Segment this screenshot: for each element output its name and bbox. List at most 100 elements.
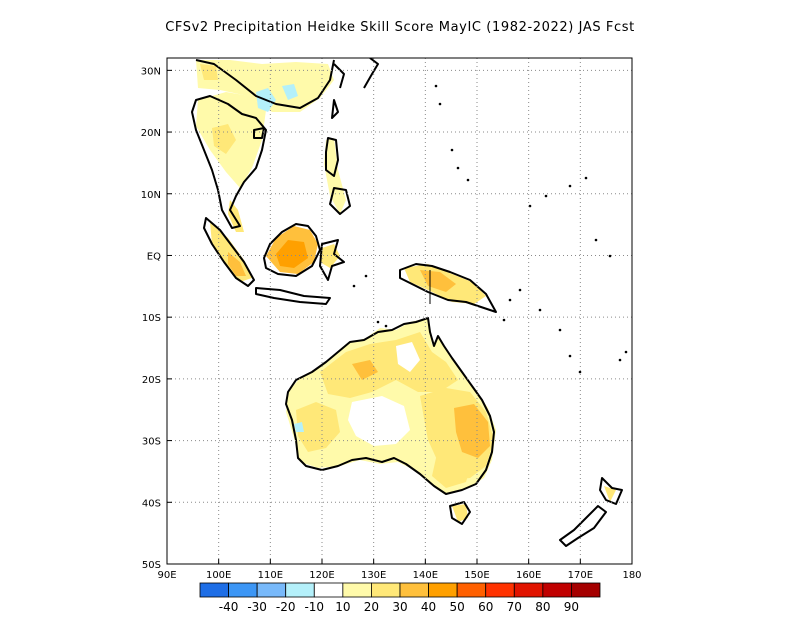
- shade-aus-sw: [296, 402, 340, 452]
- island-dot: [450, 148, 454, 152]
- lat-tick-label: 50S: [142, 560, 161, 571]
- lat-tick-label: 20N: [141, 128, 161, 139]
- colorbar-swatch: [228, 582, 258, 598]
- lat-tick-label: 20S: [142, 375, 161, 386]
- plot-frame: [166, 57, 633, 565]
- island-dot: [578, 370, 582, 374]
- coast-nz-north: [599, 477, 623, 505]
- coast-luzon: [325, 137, 339, 177]
- island-dot: [438, 102, 442, 106]
- lon-tick-label: 120E: [309, 570, 334, 581]
- coast-taiwan: [331, 99, 339, 119]
- island-dot: [384, 324, 388, 328]
- coast-indochina: [191, 95, 267, 229]
- island-dot: [352, 284, 356, 288]
- colorbar-label: 90: [564, 600, 579, 614]
- island-dot: [544, 194, 548, 198]
- colorbar-label: 50: [450, 600, 465, 614]
- colorbar-label: 20: [364, 600, 379, 614]
- shade-malay: [228, 200, 244, 232]
- coast-china: [195, 59, 335, 109]
- skill-shading: [196, 60, 616, 522]
- colorbar-label: -40: [219, 600, 239, 614]
- island-dot: [466, 178, 470, 182]
- colorbar-label: -20: [276, 600, 296, 614]
- colorbar-swatch: [371, 582, 401, 598]
- island-dot: [434, 84, 438, 88]
- island-dot: [518, 288, 522, 292]
- coast-sri-japan: [363, 58, 379, 89]
- shade-new-guinea-core: [420, 270, 456, 292]
- colorbar-swatch: [456, 582, 487, 598]
- island-dot: [376, 320, 380, 324]
- map-title: CFSv2 Precipitation Heidke Skill Score M…: [165, 20, 635, 35]
- colorbar-swatch: [428, 582, 458, 598]
- coast-nz-south: [559, 505, 607, 547]
- coast-new-guinea: [399, 263, 497, 313]
- coast-australia: [285, 317, 495, 495]
- colorbar-label: 70: [507, 600, 522, 614]
- shade-sumatra-core: [228, 252, 246, 276]
- lat-tick-label: 10N: [141, 190, 161, 201]
- lon-tick-label: 130E: [361, 570, 386, 581]
- island-dot: [364, 274, 368, 278]
- shade-china-blue-2: [282, 84, 298, 100]
- island-dot: [568, 354, 572, 358]
- shade-nz: [604, 486, 616, 502]
- shade-aus-north: [320, 332, 458, 398]
- island-dot: [456, 166, 460, 170]
- coast-sumatra: [203, 217, 255, 287]
- shade-china-orange: [200, 64, 218, 80]
- colorbar-label: 80: [535, 600, 550, 614]
- colorbar-label: -30: [247, 600, 267, 614]
- shade-indochina-2: [212, 124, 236, 154]
- island-dot: [594, 238, 598, 242]
- small-islands: [352, 84, 628, 374]
- colorbar-label: 30: [392, 600, 407, 614]
- shade-aus-se: [432, 452, 472, 488]
- lon-tick-label: 100E: [206, 570, 231, 581]
- island-dot: [502, 318, 506, 322]
- colorbar-swatch: [313, 582, 344, 598]
- graticule: [167, 58, 632, 564]
- colorbar-swatch: [342, 582, 372, 598]
- lat-tick-label: 40S: [142, 498, 161, 509]
- shade-china: [196, 60, 334, 112]
- colorbar-swatch: [399, 582, 429, 598]
- coast-tasmania: [449, 501, 471, 525]
- colorbar-swatch: [513, 582, 544, 598]
- coast-borneo: [263, 223, 321, 277]
- island-dot: [618, 358, 622, 362]
- lat-tick-label: 30S: [142, 437, 161, 448]
- coast-mindanao: [329, 187, 351, 215]
- island-dot: [508, 298, 512, 302]
- shade-aus-central: [396, 342, 420, 372]
- lat-tick-label: EQ: [147, 251, 161, 262]
- colorbar-swatch: [542, 582, 572, 598]
- shade-waus-blue: [294, 422, 304, 432]
- lon-tick-label: 180: [622, 570, 641, 581]
- shade-borneo-core: [276, 240, 308, 268]
- colorbar-label: 60: [478, 600, 493, 614]
- colorbar-label: -10: [304, 600, 324, 614]
- colorbar: -40 -30 -20 -10 10 20 30 40 50 60 70 80 90: [199, 582, 601, 614]
- colorbar-swatch: [256, 582, 287, 598]
- colorbar-label: 10: [335, 600, 350, 614]
- colorbar-swatch: [285, 582, 315, 598]
- lon-tick-label: 160E: [516, 570, 541, 581]
- island-dot: [568, 184, 572, 188]
- colorbar-swatch: [485, 582, 515, 598]
- axis-ticks: 90E 100E 110E 120E 130E 140E 150E 160E 170E 180 30…: [141, 66, 642, 581]
- shade-aus-north-core: [352, 360, 378, 380]
- island-dot: [624, 350, 628, 354]
- shade-tasmania: [452, 504, 468, 522]
- lon-tick-label: 150E: [464, 570, 489, 581]
- island-dot: [528, 204, 532, 208]
- island-dot: [608, 254, 612, 258]
- coast-java: [255, 287, 331, 305]
- shade-aus-interior: [348, 396, 410, 446]
- island-dot: [538, 308, 542, 312]
- island-dot: [584, 176, 588, 180]
- coast-korea: [333, 63, 345, 89]
